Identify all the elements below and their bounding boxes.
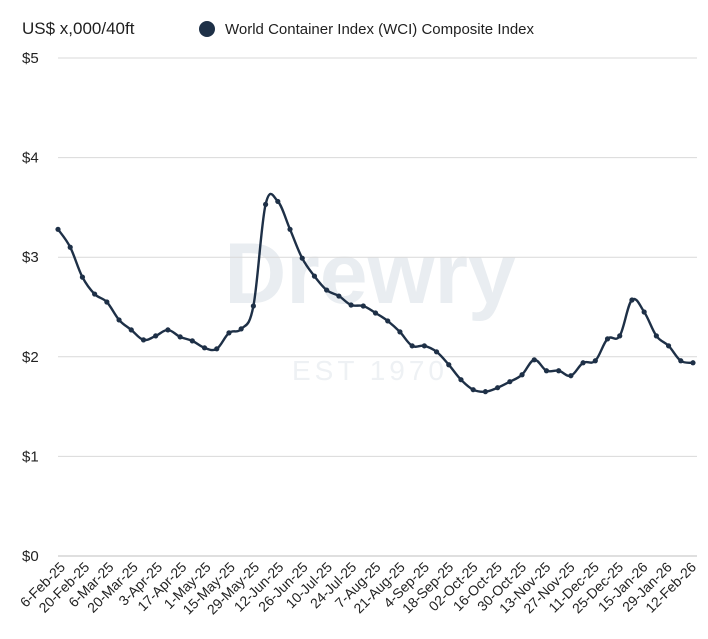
data-point	[385, 318, 391, 324]
data-point	[580, 360, 586, 366]
data-point	[543, 368, 550, 374]
watermark-brand: Drewry	[224, 226, 516, 322]
data-point	[556, 368, 562, 374]
data-point	[189, 338, 195, 344]
data-point	[531, 357, 537, 363]
y-tick-label: $1	[22, 448, 39, 465]
data-point	[153, 333, 159, 339]
data-point	[495, 385, 501, 391]
data-point	[67, 244, 73, 250]
data-point	[177, 334, 183, 340]
data-point	[165, 327, 171, 333]
data-point	[397, 329, 403, 335]
data-point	[604, 336, 611, 342]
data-point	[568, 373, 574, 379]
data-point	[421, 343, 427, 349]
data-point	[446, 362, 452, 368]
y-axis-ticks: $0 $1 $2 $3 $4 $5	[22, 50, 39, 565]
legend: World Container Index (WCI) Composite In…	[199, 21, 535, 38]
data-point	[519, 372, 525, 378]
y-tick-label: $3	[22, 249, 39, 266]
y-tick-label: $4	[22, 150, 39, 167]
data-point	[336, 293, 342, 299]
data-point	[238, 326, 244, 332]
watermark: Drewry EST 1970	[224, 226, 516, 386]
data-point	[592, 358, 598, 364]
data-point	[507, 379, 513, 385]
data-point	[629, 297, 635, 303]
data-point	[201, 345, 208, 351]
data-point	[458, 377, 464, 383]
data-point	[324, 287, 330, 293]
series-wci-composite	[55, 192, 696, 395]
y-tick-label: $2	[22, 349, 39, 366]
data-point	[409, 343, 415, 349]
data-point	[665, 343, 672, 349]
data-point	[617, 333, 623, 339]
x-axis-ticks: 6-Feb-2520-Feb-256-Mar-2520-Mar-253-Apr-…	[17, 559, 700, 618]
data-point	[214, 346, 220, 352]
watermark-tagline: EST 1970	[292, 355, 448, 386]
data-point	[140, 337, 147, 343]
data-point	[641, 309, 647, 315]
data-point	[275, 198, 281, 205]
data-point	[360, 303, 366, 309]
data-point	[653, 333, 659, 339]
y-tick-label: $5	[22, 50, 39, 67]
data-point	[433, 349, 440, 355]
data-point	[690, 360, 696, 366]
data-point	[128, 327, 134, 333]
legend-marker	[199, 21, 215, 37]
data-point	[299, 255, 305, 261]
data-point	[226, 330, 232, 336]
data-point	[104, 299, 110, 305]
legend-label: World Container Index (WCI) Composite In…	[225, 21, 535, 38]
data-point	[482, 389, 489, 395]
data-point	[311, 273, 318, 279]
data-point	[55, 226, 61, 232]
data-point	[92, 291, 98, 297]
data-point	[116, 317, 122, 323]
data-point	[372, 310, 379, 316]
data-point	[348, 302, 354, 308]
y-axis-unit-label: US$ x,000/40ft	[22, 19, 135, 38]
data-point	[470, 387, 476, 393]
data-point	[678, 358, 684, 364]
data-point	[250, 303, 256, 309]
y-tick-label: $0	[22, 548, 39, 565]
data-point	[79, 274, 86, 280]
data-point	[287, 226, 293, 232]
gridlines	[58, 57, 697, 557]
data-point	[262, 201, 269, 208]
